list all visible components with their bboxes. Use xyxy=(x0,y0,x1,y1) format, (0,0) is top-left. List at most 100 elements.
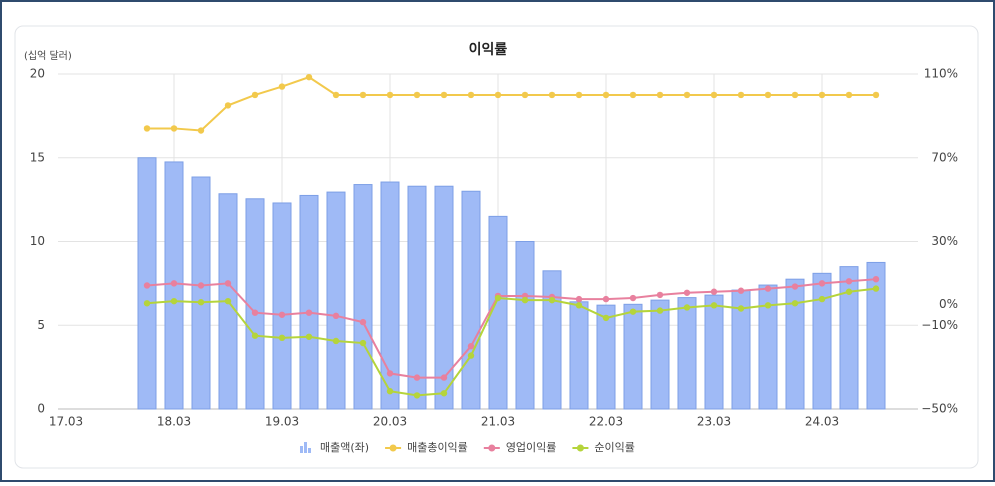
y-tick-label: 5 xyxy=(37,318,45,332)
point xyxy=(629,294,637,302)
legend-icon xyxy=(488,444,496,452)
line xyxy=(146,287,877,397)
point xyxy=(710,288,718,295)
point xyxy=(683,304,691,311)
point xyxy=(818,295,826,303)
point xyxy=(224,280,232,287)
bar xyxy=(461,190,481,410)
point xyxy=(656,91,664,99)
point xyxy=(521,296,529,304)
x-tick-label: 24.03 xyxy=(805,415,839,429)
y2-tick-label: 30% xyxy=(931,234,958,248)
y-tick-label: 0 xyxy=(37,402,45,416)
x-tick-label: 23.03 xyxy=(697,415,731,429)
bar xyxy=(569,301,589,410)
point xyxy=(494,294,502,302)
point xyxy=(845,278,853,285)
point xyxy=(278,334,286,342)
point xyxy=(467,342,475,350)
point xyxy=(791,300,799,307)
point xyxy=(629,91,637,99)
point xyxy=(656,307,664,314)
point xyxy=(683,91,691,99)
x-tick-label: 17.03 xyxy=(49,415,83,429)
y-tick-label: 10 xyxy=(30,234,45,248)
legend-icon xyxy=(389,444,397,452)
line xyxy=(146,278,877,379)
point xyxy=(764,285,772,292)
point xyxy=(170,280,178,287)
bar xyxy=(812,272,832,410)
legend-icon xyxy=(308,448,311,453)
point xyxy=(764,302,772,309)
point xyxy=(143,125,151,132)
x-tick-label: 20.03 xyxy=(373,415,407,429)
point xyxy=(278,311,286,318)
bar xyxy=(380,181,400,410)
point xyxy=(467,352,475,359)
point xyxy=(548,296,556,304)
bar xyxy=(515,241,535,410)
bar xyxy=(677,297,697,410)
point xyxy=(818,91,826,99)
point xyxy=(872,285,880,292)
point xyxy=(386,370,394,377)
point xyxy=(602,91,610,99)
point xyxy=(575,295,583,303)
point xyxy=(710,302,718,309)
point xyxy=(386,91,394,99)
bar xyxy=(758,284,778,410)
point xyxy=(737,91,745,99)
y2-tick-label: 70% xyxy=(931,150,958,164)
bar xyxy=(326,191,346,410)
point xyxy=(494,91,502,99)
y2-tick-label: 0% xyxy=(939,297,958,311)
point xyxy=(332,312,340,320)
x-tick-label: 18.03 xyxy=(157,415,191,429)
bar xyxy=(245,198,265,410)
point xyxy=(872,91,880,99)
bar xyxy=(299,194,319,410)
bar xyxy=(785,278,805,410)
point xyxy=(764,91,772,99)
x-tick-label: 19.03 xyxy=(265,415,299,429)
line xyxy=(147,76,876,132)
point xyxy=(251,91,259,99)
y2-tick-label: 110% xyxy=(924,67,958,81)
legend-label: 매출총이익률 xyxy=(407,441,468,454)
point xyxy=(197,127,205,134)
chart-title: 이익률 xyxy=(469,41,508,58)
point xyxy=(845,288,853,295)
bar xyxy=(596,304,616,410)
legend-icon xyxy=(576,444,584,452)
point xyxy=(413,91,421,99)
point xyxy=(521,91,529,99)
point xyxy=(737,305,745,312)
point xyxy=(683,289,691,296)
point xyxy=(305,73,313,81)
point xyxy=(575,302,583,309)
point xyxy=(548,91,556,99)
bar xyxy=(704,294,724,410)
point xyxy=(359,339,367,347)
point xyxy=(710,91,718,99)
bar xyxy=(407,185,427,410)
legend-icon xyxy=(300,446,303,453)
point xyxy=(278,83,286,90)
bar xyxy=(191,176,211,410)
point xyxy=(359,91,367,99)
x-tick-label: 22.03 xyxy=(589,415,623,429)
point xyxy=(197,299,205,306)
point xyxy=(791,283,799,290)
point xyxy=(872,275,880,283)
point xyxy=(251,309,259,316)
point xyxy=(386,388,394,395)
point xyxy=(413,374,421,381)
bar xyxy=(272,202,292,410)
y-tick-label: 20 xyxy=(30,67,45,81)
point xyxy=(305,333,313,340)
point xyxy=(170,125,178,132)
point xyxy=(251,332,259,339)
x-tick-label: 21.03 xyxy=(481,415,515,429)
